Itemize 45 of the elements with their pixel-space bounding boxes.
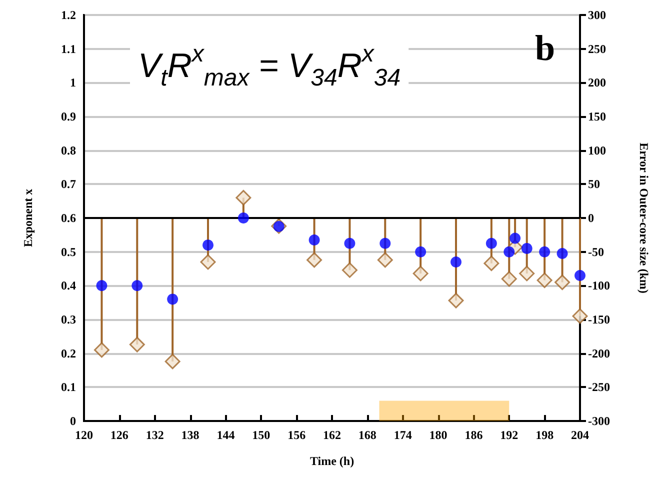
x-tick-label: 132 bbox=[146, 428, 164, 442]
y2-tick-label: -50 bbox=[588, 244, 604, 259]
x-tick-label: 168 bbox=[358, 428, 376, 442]
x-tick-label: 186 bbox=[464, 428, 483, 442]
annotation: b bbox=[534, 28, 556, 68]
y-tick-label: 1.1 bbox=[61, 42, 76, 56]
x-tick-label: 138 bbox=[181, 428, 200, 442]
x-tick-label: 144 bbox=[216, 428, 235, 442]
y-tick-label: 0.6 bbox=[61, 211, 76, 225]
x-tick-label: 174 bbox=[394, 428, 412, 442]
y-tick-label: 0.4 bbox=[61, 278, 76, 293]
y2-tick-label: -200 bbox=[588, 346, 610, 360]
y-tick-label: 1.2 bbox=[61, 8, 76, 22]
y2-tick-label: 200 bbox=[588, 76, 606, 90]
y-tick-label: 0.2 bbox=[61, 346, 76, 360]
x-axis-title: Time (h) bbox=[310, 454, 354, 468]
x-tick-label: 126 bbox=[110, 428, 128, 442]
y-tick-label: 0 bbox=[70, 414, 76, 428]
y2-tick-label: -150 bbox=[588, 312, 610, 326]
y2-tick-label: 150 bbox=[588, 110, 606, 124]
y-tick-label: 0.5 bbox=[61, 244, 76, 259]
x-tick-label: 156 bbox=[288, 428, 306, 442]
y2-tick-label: -300 bbox=[588, 414, 610, 428]
y2-tick-label: 250 bbox=[588, 42, 606, 56]
x-tick-label: 120 bbox=[75, 428, 93, 442]
y-tick-label: 0.7 bbox=[61, 177, 76, 192]
x-tick-label: 198 bbox=[536, 428, 554, 442]
y2-tick-label: 100 bbox=[588, 143, 606, 158]
x-tick-label: 162 bbox=[323, 428, 341, 442]
y2-tick-label: 0 bbox=[588, 211, 594, 225]
x-tick-label: 192 bbox=[500, 428, 518, 442]
x-tick-label: 204 bbox=[571, 428, 589, 442]
y-axis-title: Exponent x bbox=[21, 188, 35, 248]
y2-axis-title: Error in Outer-core size (km) bbox=[637, 142, 651, 294]
y2-tick-label: 50 bbox=[588, 177, 600, 192]
y-tick-label: 0.9 bbox=[61, 110, 76, 124]
y-tick-label: 1 bbox=[70, 76, 76, 90]
y2-tick-label: -250 bbox=[588, 380, 610, 394]
x-tick-label: 180 bbox=[429, 428, 448, 442]
y-tick-label: 0.3 bbox=[61, 312, 76, 326]
x-tick-label: 150 bbox=[252, 428, 270, 442]
y-tick-label: 0.8 bbox=[61, 143, 76, 158]
y2-tick-label: 300 bbox=[588, 8, 606, 22]
y-tick-label: 0.1 bbox=[61, 380, 76, 394]
y2-tick-label: -100 bbox=[588, 278, 610, 293]
